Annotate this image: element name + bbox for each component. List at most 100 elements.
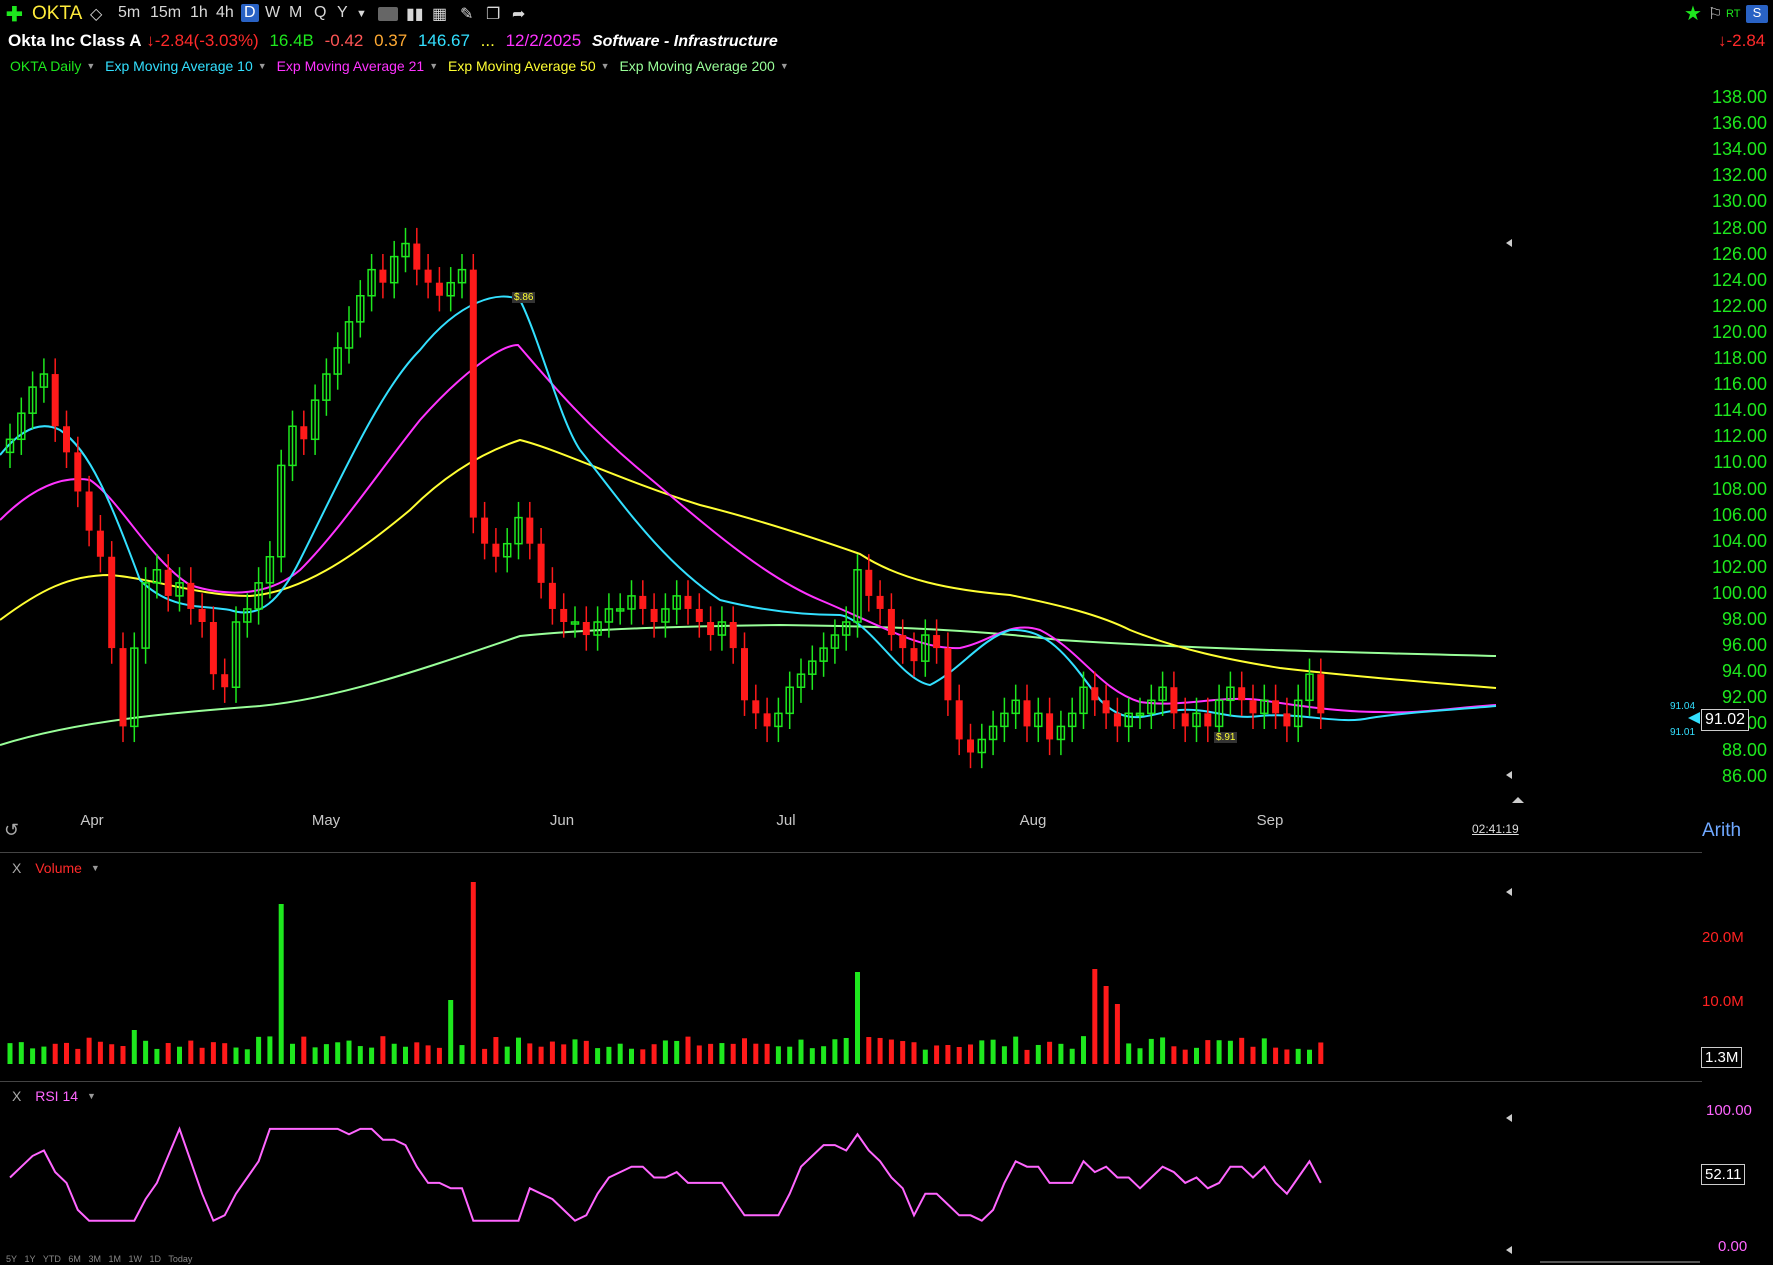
volume-bar [7,1043,13,1064]
price-axis-label: 132.00 [1711,165,1767,186]
ema50-line [0,438,1497,689]
volume-bar [346,1040,352,1064]
calendar-icon[interactable]: ▦ [432,6,448,23]
candle-body [684,595,692,609]
interval-yearly[interactable]: Y [337,4,348,21]
candle-body [1204,713,1212,727]
legend-ema10[interactable]: Exp Moving Average 10 ▼ [105,58,267,74]
range-ytd[interactable]: YTD [42,1254,61,1264]
chart-type-icon[interactable]: ◇ [90,6,103,23]
layers-icon[interactable]: ❐ [486,6,501,23]
flag-icon[interactable]: ⚐ [1708,6,1723,23]
volume-title[interactable]: Volume [35,860,82,876]
range-3m[interactable]: 3M [88,1254,101,1264]
range-1w[interactable]: 1W [128,1254,143,1264]
pane-separator-rsi[interactable] [0,1081,1702,1082]
candle-body [1293,699,1303,728]
low-marker[interactable]: $.91 [1214,732,1238,743]
more-dots[interactable]: ... [480,31,495,50]
favorite-star-icon[interactable]: ★ [1684,3,1702,25]
scroll-right-arrow-icon[interactable] [1512,797,1524,803]
month-apr: Apr [80,812,104,829]
volume-bar [199,1047,205,1064]
volume-close-button[interactable]: X [12,860,22,876]
rsi-dropdown-icon[interactable]: ▼ [86,1091,96,1101]
volume-bar [968,1044,973,1064]
interval-weekly[interactable]: W [265,4,281,21]
volume-bar [787,1046,793,1064]
candle-body [221,674,229,688]
range-6m[interactable]: 6M [68,1254,81,1264]
interval-monthly[interactable]: M [289,4,303,21]
volume-scroll-icon[interactable] [1506,888,1512,896]
volume-bar [154,1048,160,1064]
rsi-close-button[interactable]: X [12,1088,22,1104]
volume-bar [549,1041,555,1064]
rsi-line [9,1126,1322,1223]
price-axis-label: 98.00 [1721,609,1767,629]
candle-body [593,621,602,636]
legend-okta-daily[interactable]: OKTA Daily ▼ [10,58,96,74]
pane-separator-volume[interactable] [0,852,1702,853]
month-jun: Jun [549,812,575,829]
volume-bar [470,882,476,1064]
draw-pencil-icon[interactable]: ✎ [460,6,474,23]
month-jul: Jul [776,812,796,829]
range-1m[interactable]: 1M [108,1254,121,1264]
legend-ema200[interactable]: Exp Moving Average 200 ▼ [619,58,789,74]
volume-bar [30,1048,36,1064]
volume-bar [301,1036,307,1064]
price-axis-label: 130.00 [1711,191,1767,212]
interval-4h[interactable]: 4h [216,4,234,21]
range-1d[interactable]: 1D [149,1254,162,1264]
bar-chart-icon[interactable]: ▮▮ [406,6,424,23]
candle-body [1158,686,1167,702]
candle-body [85,491,93,531]
candle-body [988,725,998,741]
candle-body [977,738,987,754]
candle-body [198,608,206,622]
volume-bar [1013,1036,1019,1064]
candle-body [333,347,342,375]
candle-body [401,242,410,258]
interval-15m[interactable]: 15m [150,4,182,21]
range-today[interactable]: Today [168,1254,193,1264]
scale-mode-toggle[interactable]: Arith [1702,820,1742,841]
candle-body [1214,699,1224,728]
rsi-scroll-icon[interactable] [1506,1114,1512,1122]
reset-zoom-icon[interactable]: ↺ [4,820,20,840]
legend-ema21[interactable]: Exp Moving Average 21 ▼ [276,58,439,74]
interval-quarterly[interactable]: Q [314,4,327,21]
scroll-down-arrow-icon[interactable] [1506,771,1512,779]
price-axis-label: 92.00 [1721,687,1767,708]
scanner-badge[interactable]: S [1746,5,1768,23]
volume-bar [832,1039,838,1064]
volume-pane-header: X Volume ▼ [12,860,100,876]
candle-body [1091,687,1099,701]
volume-bar [855,972,860,1064]
high-marker[interactable]: $.86 [512,292,536,303]
legend-ema50[interactable]: Exp Moving Average 50 ▼ [448,58,610,74]
ticker-symbol[interactable]: OKTA [32,3,83,24]
volume-bar [165,1043,171,1064]
volume-bar [1137,1048,1143,1064]
price-axis-label: 104.00 [1711,530,1767,551]
template-icon[interactable] [378,7,398,21]
volume-dropdown-icon[interactable]: ▼ [90,863,100,873]
interval-5m[interactable]: 5m [118,4,141,21]
volume-bar [888,1039,894,1064]
add-symbol-icon[interactable]: ✚ [6,4,23,26]
interval-daily[interactable]: D [241,4,259,22]
range-1y[interactable]: 1Y [24,1254,36,1264]
interval-dropdown-icon[interactable]: ▼ [356,8,367,20]
interval-1h[interactable]: 1h [190,4,208,21]
indicator-legend: OKTA Daily ▼ Exp Moving Average 10 ▼ Exp M… [10,58,789,74]
rsi-title[interactable]: RSI 14 [35,1088,79,1104]
volume-bar [267,1036,273,1064]
share-icon[interactable]: ➦ [512,6,526,23]
scroll-up-arrow-icon[interactable] [1506,239,1512,247]
range-5y[interactable]: 5Y [6,1254,18,1264]
rsi-scroll-down-icon[interactable] [1506,1246,1512,1254]
volume-bar [436,1047,442,1064]
